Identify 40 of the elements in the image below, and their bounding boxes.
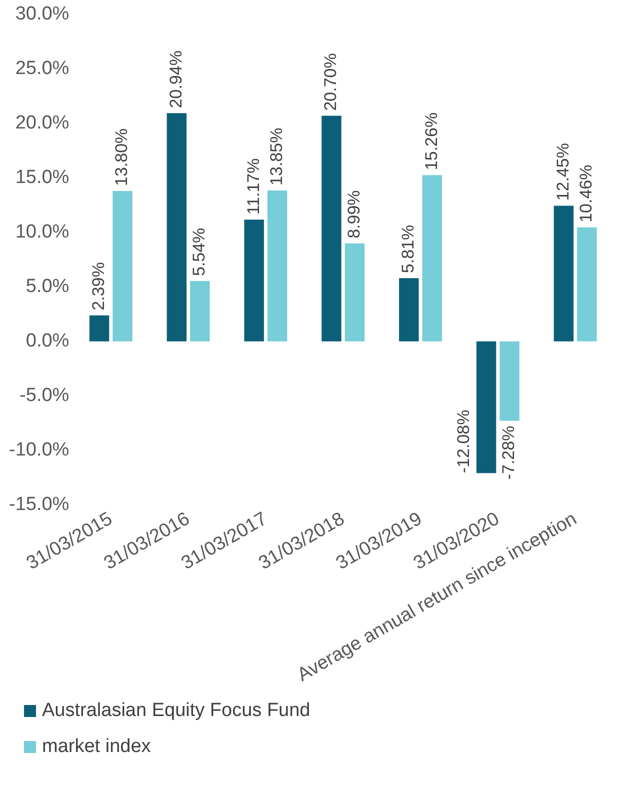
bar bbox=[190, 281, 210, 342]
legend-label: Australasian Equity Focus Fund bbox=[41, 700, 310, 722]
data-label: 8.99% bbox=[344, 190, 364, 238]
bar bbox=[89, 315, 110, 342]
y-tick-label: 10.0% bbox=[15, 222, 70, 243]
y-tick-label: -10.0% bbox=[9, 440, 70, 461]
bar bbox=[267, 190, 288, 342]
data-label: 11.17% bbox=[244, 158, 263, 215]
y-tick-label: 30.0% bbox=[15, 4, 70, 25]
bar bbox=[476, 341, 496, 474]
y-tick-label: 25.0% bbox=[15, 58, 70, 80]
y-tick-label: -15.0% bbox=[9, 494, 70, 516]
y-tick-label: 5.0% bbox=[26, 276, 70, 298]
legend-label: market index bbox=[41, 736, 152, 758]
bar bbox=[399, 278, 419, 342]
data-label: 20.70% bbox=[321, 53, 340, 111]
data-label: 5.54% bbox=[190, 228, 209, 276]
bar bbox=[500, 341, 520, 421]
data-label: 12.45% bbox=[553, 143, 572, 201]
bar bbox=[112, 190, 132, 342]
data-label: 10.46% bbox=[576, 164, 596, 222]
data-label: 20.94% bbox=[166, 50, 186, 108]
data-label: 13.80% bbox=[112, 128, 132, 186]
data-label: -7.28% bbox=[499, 426, 518, 480]
data-label: 2.39% bbox=[88, 262, 108, 310]
bar bbox=[322, 116, 342, 342]
bar bbox=[166, 113, 187, 342]
bar bbox=[344, 243, 365, 342]
y-tick-label: 15.0% bbox=[15, 167, 70, 188]
data-label: 5.81% bbox=[398, 224, 418, 274]
bar bbox=[577, 227, 597, 342]
bar bbox=[554, 206, 574, 342]
data-label: -12.08% bbox=[454, 410, 474, 474]
y-tick-label: 0.0% bbox=[26, 330, 70, 352]
data-label: 15.26% bbox=[422, 112, 441, 170]
bar bbox=[244, 220, 264, 342]
y-tick-label: -5.0% bbox=[20, 385, 70, 406]
y-tick-label: 20.0% bbox=[15, 112, 70, 134]
bar bbox=[422, 175, 442, 342]
data-label: 13.85% bbox=[267, 128, 286, 186]
